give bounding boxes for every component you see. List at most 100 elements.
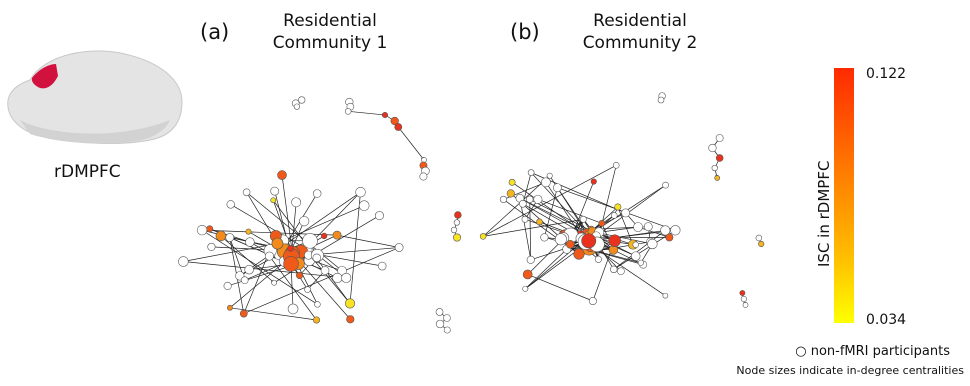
network-node [270, 197, 277, 204]
network-node [312, 189, 322, 198]
network-node [223, 281, 232, 290]
network-node [647, 238, 658, 250]
network-node [715, 134, 724, 142]
network-a-nodes [178, 96, 462, 334]
brain-illustration [7, 50, 183, 144]
network-node [453, 233, 462, 242]
network-node [358, 200, 370, 211]
network-node [312, 253, 322, 263]
network-node [633, 222, 643, 232]
network-node [299, 216, 310, 227]
network-node [608, 245, 619, 255]
network-edge [482, 175, 551, 237]
network-node [499, 195, 508, 204]
network-b-nodes [479, 92, 765, 308]
network-node [740, 295, 747, 303]
network-edge [281, 175, 294, 254]
network-node [287, 303, 299, 315]
network-node [665, 233, 674, 242]
network-node [239, 309, 248, 318]
network-node [443, 314, 451, 322]
network-edge [557, 187, 591, 237]
network-edge [243, 247, 400, 314]
network-edge [348, 110, 386, 117]
network-node [291, 197, 302, 208]
network-node [540, 177, 551, 188]
network-node [341, 272, 352, 283]
network-node [598, 220, 606, 227]
network-node [643, 222, 653, 232]
network-edge [201, 228, 338, 236]
network-edge [617, 206, 634, 246]
network-node [314, 301, 321, 308]
network-node [527, 169, 535, 176]
network-edge [613, 230, 666, 270]
legend-note: Node sizes indicate in-degree centraliti… [736, 364, 964, 377]
network-node [240, 276, 249, 285]
network-node [394, 243, 404, 252]
network-node [283, 256, 299, 272]
network-node [244, 264, 254, 275]
network-node [304, 286, 311, 293]
network-node [225, 233, 235, 242]
network-node [332, 230, 342, 240]
network-node [617, 267, 625, 276]
network-edge [529, 199, 593, 232]
network-node [293, 103, 301, 110]
network-edge [511, 182, 588, 236]
network-node [295, 271, 304, 280]
network-node [637, 259, 644, 266]
network-node [377, 261, 387, 271]
network-node [588, 297, 597, 306]
network-node [312, 316, 321, 324]
colorbar-title: ISC in rDMPFC [815, 160, 833, 267]
network-node [521, 215, 529, 223]
network-node [271, 279, 277, 286]
network-node [206, 225, 214, 233]
network-node [394, 123, 403, 131]
network-edge [525, 248, 568, 290]
network-node [573, 248, 585, 260]
network-node [435, 319, 445, 329]
network-edge [282, 205, 365, 242]
network-node [443, 326, 451, 334]
rdmpfc-region [31, 64, 58, 89]
network-node [245, 237, 255, 247]
panel-a-letter: (a) [200, 20, 230, 44]
network-node [298, 96, 306, 104]
network-node [271, 237, 284, 250]
network-edge [613, 229, 676, 270]
network-node [344, 108, 352, 115]
network-edge [183, 261, 347, 280]
network-node [450, 226, 458, 234]
network-node [264, 251, 274, 261]
network-node [662, 292, 669, 299]
network-node [711, 164, 718, 172]
network-node [242, 188, 251, 197]
legend-open-node: ○ non-fMRI participants [795, 344, 950, 359]
network-node [632, 241, 639, 248]
network-edge [272, 200, 294, 254]
network-node [390, 116, 399, 126]
network-node [345, 298, 356, 309]
network-node [590, 178, 597, 185]
network-node [215, 230, 227, 242]
network-node [670, 225, 681, 236]
brain-label: rDMPFC [54, 162, 121, 182]
network-node [270, 186, 280, 196]
network-edge [336, 233, 400, 248]
network-edge [483, 218, 584, 237]
network-edge [220, 235, 275, 284]
network-node [302, 233, 318, 249]
network-node [610, 265, 618, 274]
network-node [522, 269, 533, 280]
network-node [755, 234, 763, 242]
colorbar-min-label: 0.034 [866, 312, 907, 328]
network-node [660, 225, 671, 236]
network-node [554, 233, 567, 246]
network-node [454, 211, 462, 219]
network-node [581, 233, 597, 249]
network-node [714, 175, 721, 181]
network-node [540, 233, 549, 242]
network-node [526, 195, 534, 204]
